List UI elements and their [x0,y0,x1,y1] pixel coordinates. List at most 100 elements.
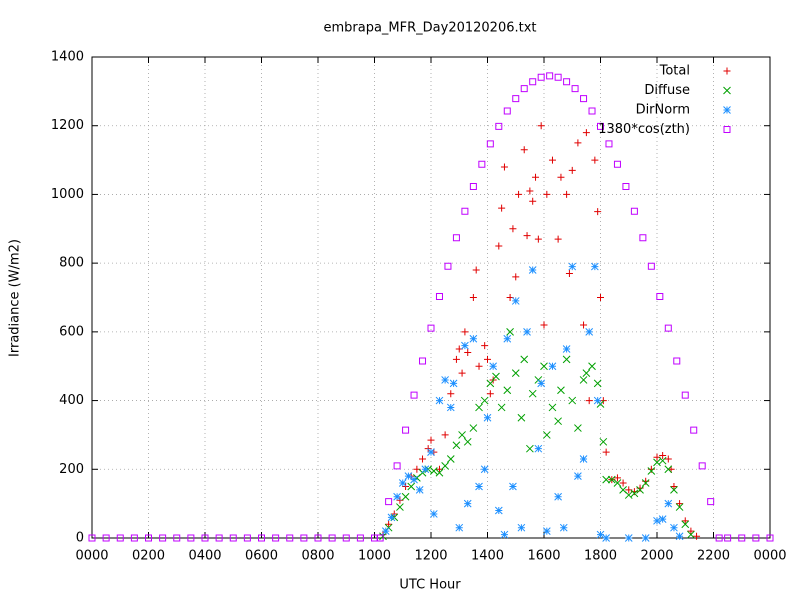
data-point [342,534,350,542]
data-point [500,530,509,539]
x-tick-label: 1800 [584,549,617,564]
data-point [597,294,604,301]
data-point [563,190,571,198]
data-point [568,396,577,405]
data-point [489,362,498,371]
data-point [410,391,418,399]
data-point [670,486,678,494]
data-point [475,403,483,412]
data-point [593,396,602,405]
data-point [376,534,384,542]
data-point [435,396,444,405]
legend-marker [723,67,731,75]
data-point [444,262,452,270]
data-point [495,242,503,250]
data-point [356,534,364,542]
data-point [461,328,469,336]
data-point [593,379,602,388]
data-point [579,376,588,384]
data-point [537,122,545,130]
data-point [427,448,435,456]
legend-marker [723,126,731,133]
data-point [540,321,548,329]
data-point [469,183,477,191]
data-point [520,146,528,154]
data-point [559,523,568,532]
data-point [300,534,308,542]
data-point [503,334,512,343]
data-point [574,472,582,481]
y-tick-label: 600 [59,324,84,339]
data-point [512,273,520,281]
data-point [215,534,223,542]
data-point [642,477,650,485]
data-point [520,85,528,93]
data-point [554,417,562,426]
data-point [548,403,557,412]
data-point [715,534,723,542]
data-point [675,532,684,541]
data-point [419,455,427,463]
data-point [427,324,435,332]
data-point [486,390,494,398]
data-point [724,534,732,542]
data-point [607,475,616,484]
data-point [449,379,458,388]
data-point [540,362,548,371]
data-point [492,372,500,381]
data-point [707,498,715,506]
legend-label: Total [659,64,690,79]
data-point [243,534,251,542]
data-point [520,355,529,364]
data-point [401,492,410,501]
data-point [656,292,664,300]
data-point [404,472,413,481]
data-point [469,334,478,343]
data-point [591,156,599,164]
data-point [554,73,562,81]
data-point [446,403,455,412]
data-point [314,534,322,542]
data-point [543,190,551,198]
data-point [452,355,460,363]
data-point [687,530,695,539]
data-point [458,431,466,439]
data-point [396,503,404,511]
data-point [537,73,545,81]
x-tick-label: 0600 [245,549,278,564]
data-point [503,107,511,115]
x-tick-label: 0800 [301,549,334,564]
data-point [602,534,611,542]
data-point [517,523,526,532]
data-point [500,163,508,171]
data-point [546,72,554,80]
data-point [582,129,590,137]
data-point [647,467,656,475]
y-tick-label: 200 [59,462,84,477]
data-point [187,534,195,542]
data-point [506,328,514,336]
data-point [574,139,582,147]
data-point [503,386,512,395]
data-point [458,369,466,377]
data-point [381,527,390,535]
x-tick-label: 1200 [414,549,447,564]
data-point [582,369,591,377]
data-point [568,166,576,174]
data-point [272,534,280,542]
legend-label: DirNorm [636,103,690,118]
data-point [698,462,706,470]
data-point [229,534,237,542]
x-tick-label: 1400 [471,549,504,564]
data-point [446,455,455,463]
x-tick-label: 0400 [188,549,221,564]
data-point [286,534,294,542]
data-point [599,437,608,446]
data-point [512,95,520,103]
data-point [463,499,472,508]
data-point [613,474,621,482]
data-point [398,479,407,487]
data-point [597,122,604,130]
data-point [534,235,542,243]
data-point [441,376,449,384]
